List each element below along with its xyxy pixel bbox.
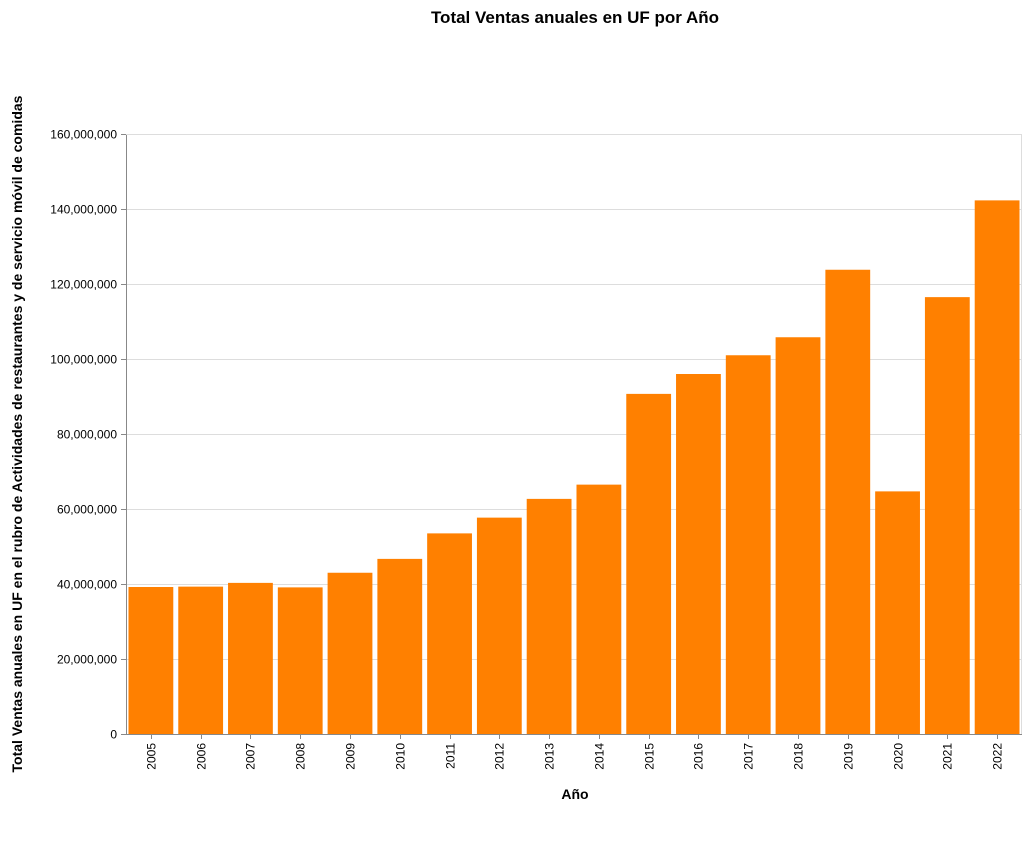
axes [126,134,1022,735]
y-tick-label: 0 [110,728,117,742]
bar-2010 [377,558,423,735]
x-tick-label: 2018 [792,743,806,770]
bar-2012 [476,517,522,735]
bar-2006 [178,586,224,735]
x-tick-label: 2008 [294,743,308,770]
x-tick-label: 2006 [195,743,209,770]
x-tick-label: 2005 [145,743,159,770]
y-tick-label: 80,000,000 [57,428,117,442]
bar-2021 [924,297,970,735]
x-tick-label: 2017 [742,743,756,770]
x-tick-label: 2015 [643,743,657,770]
y-axis: 0 20,000,000 40,000,000 60,000,000 80,000,00… [50,128,126,742]
bar-2009 [327,572,373,734]
y-tick-label: 120,000,000 [50,278,117,292]
x-tick-label: 2022 [991,743,1005,770]
x-tick-label: 2021 [941,743,955,770]
x-tick-label: 2010 [394,743,408,770]
bar-2019 [825,269,871,734]
gridlines [126,134,1022,660]
y-axis-title: Total Ventas anuales en UF en el rubro d… [9,95,25,772]
bar-2013 [526,498,572,735]
bars [128,200,1020,735]
y-tick-label: 160,000,000 [50,128,117,142]
bar-2015 [626,393,672,735]
x-axis-title: Año [561,786,588,802]
bar-2014 [576,484,622,735]
x-axis: 2005 2006 2007 2008 2009 2010 2011 2012 2013 2014… [145,734,1005,770]
bar-2022 [974,200,1020,735]
y-tick-label: 100,000,000 [50,353,117,367]
y-tick-label: 140,000,000 [50,203,117,217]
y-tick-label: 60,000,000 [57,503,117,517]
bar-2008 [277,587,323,735]
bar-2018 [775,337,821,734]
bar-2017 [725,355,771,734]
x-tick-label: 2009 [344,743,358,770]
x-tick-label: 2013 [543,743,557,770]
chart-title: Total Ventas anuales en UF por Año [431,8,719,27]
bar-2007 [228,582,273,735]
x-tick-label: 2020 [892,743,906,770]
bar-2020 [875,491,920,735]
y-tick-label: 20,000,000 [57,653,117,667]
x-tick-label: 2012 [493,743,507,770]
x-tick-label: 2019 [842,743,856,770]
bar-2016 [676,374,721,734]
y-tick-label: 40,000,000 [57,578,117,592]
x-tick-label: 2011 [444,743,458,769]
bar-2005 [128,587,174,734]
x-tick-label: 2016 [692,743,706,770]
bar-2011 [427,533,472,735]
x-tick-label: 2014 [593,743,607,770]
x-tick-label: 2007 [244,743,258,770]
